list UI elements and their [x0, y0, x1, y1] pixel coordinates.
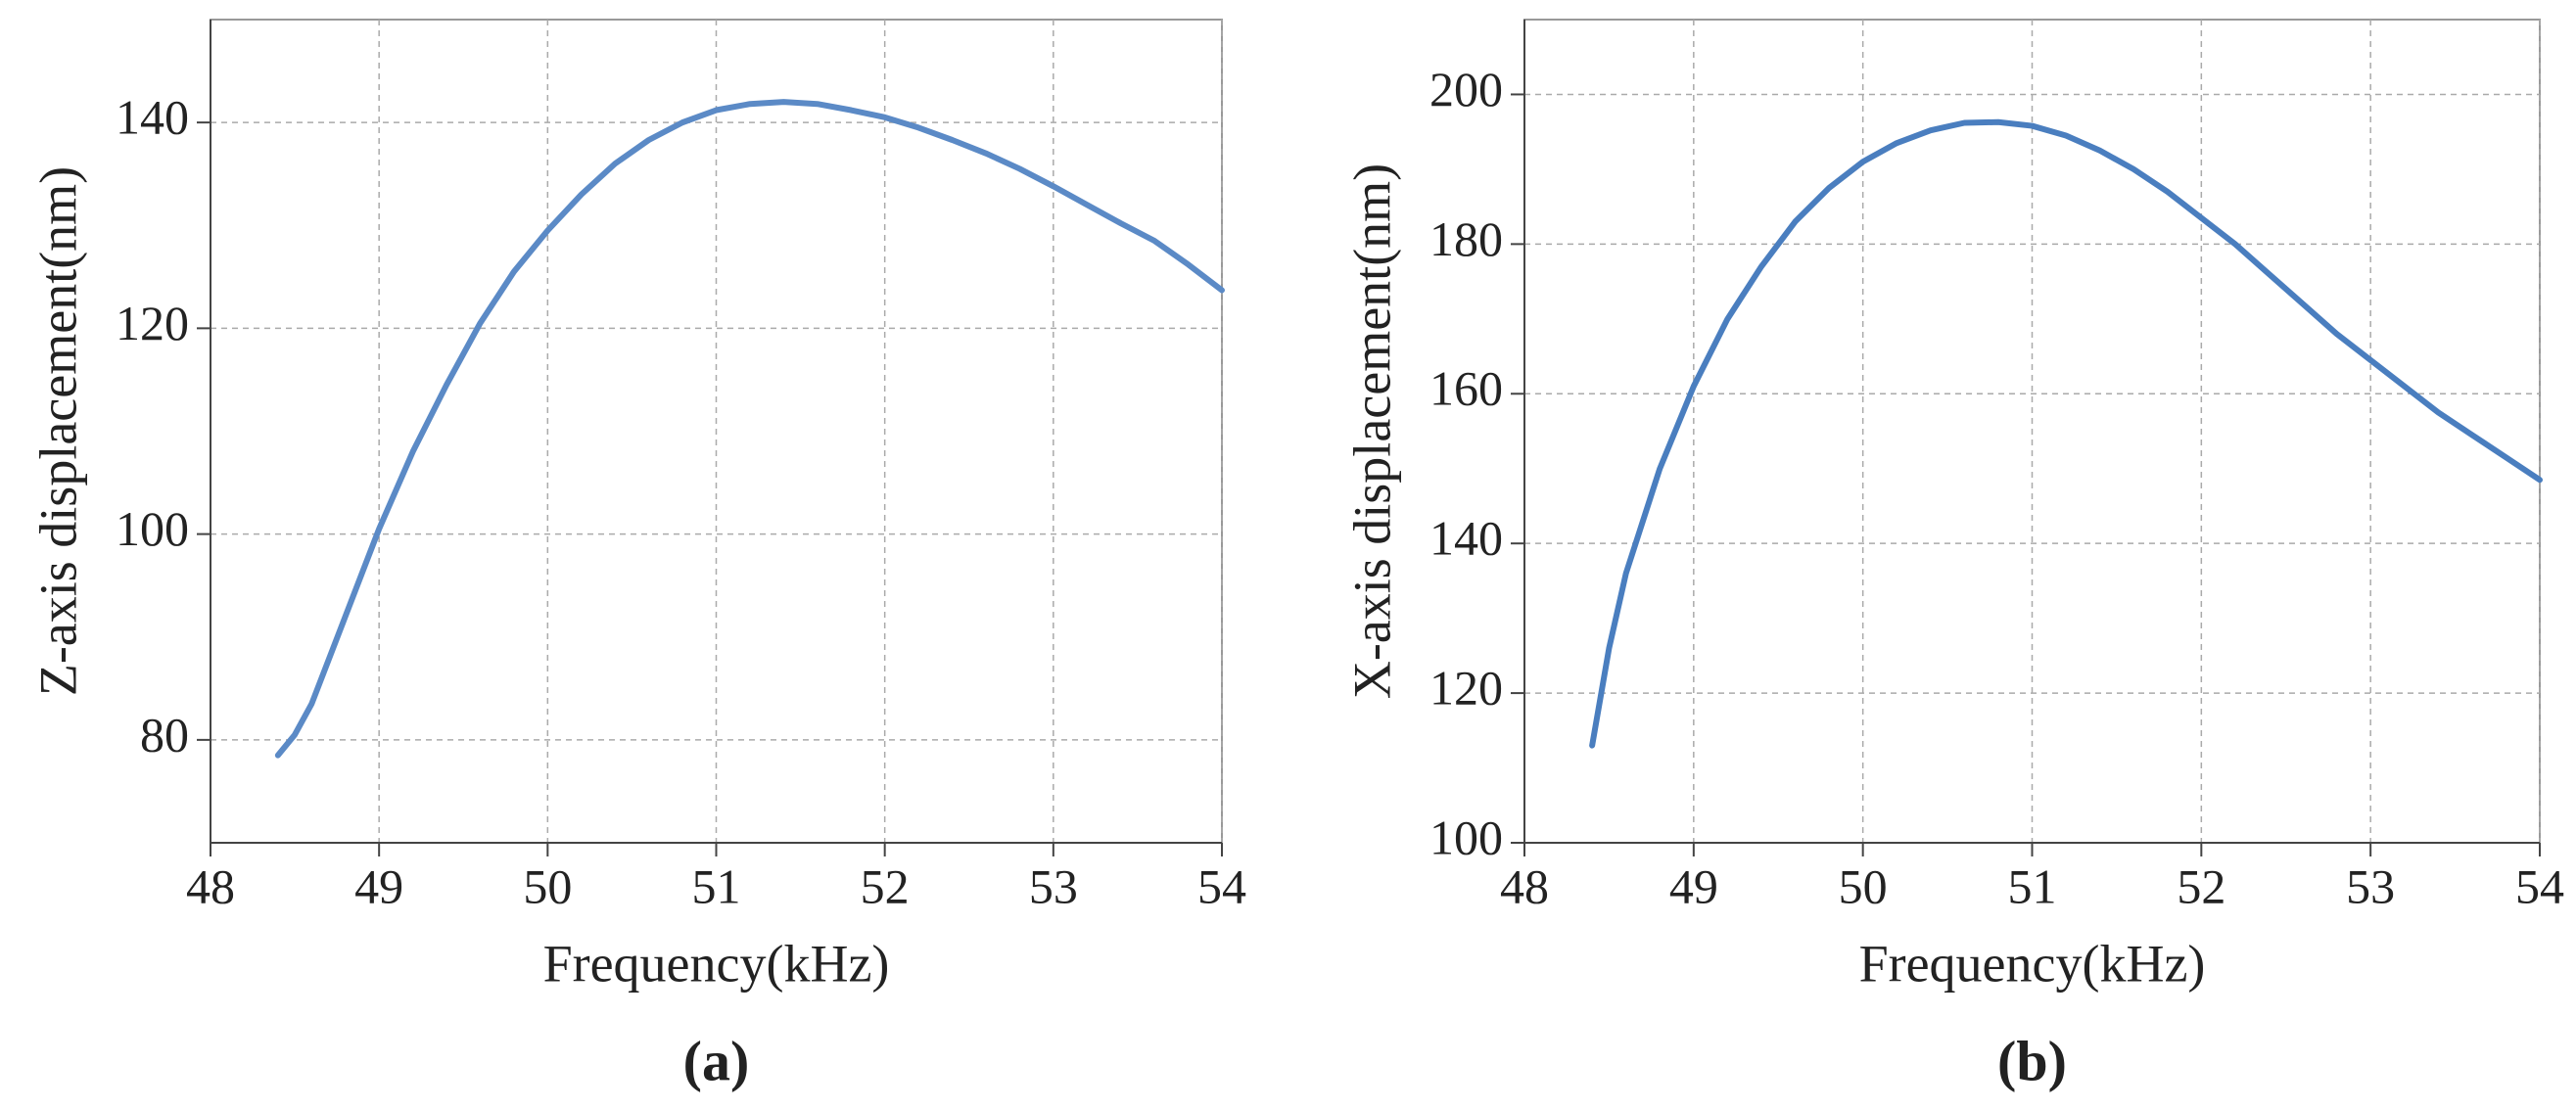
y-tick-label: 100 [116, 501, 189, 556]
data-line [1589, 118, 2543, 749]
x-tick-label: 51 [692, 858, 741, 913]
x-axis-label: Frequency(kHz) [543, 934, 890, 993]
x-tick-label: 50 [1839, 858, 1888, 913]
y-axis-label: Z-axis displacement(nm) [28, 166, 87, 696]
x-tick-label: 52 [2177, 858, 2225, 913]
panel-label: (a) [683, 1029, 750, 1092]
x-axis-label: Frequency(kHz) [1859, 934, 2206, 993]
y-tick-label: 120 [116, 296, 189, 350]
y-tick-label: 140 [1429, 511, 1503, 566]
data-line [274, 99, 1225, 759]
x-tick-label: 52 [861, 858, 910, 913]
x-tick-label: 54 [1197, 858, 1246, 913]
x-tick-label: 49 [354, 858, 403, 913]
x-tick-label: 48 [1500, 858, 1549, 913]
y-tick-label: 160 [1429, 361, 1503, 416]
x-tick-label: 53 [1029, 858, 1078, 913]
y-tick-label: 180 [1429, 211, 1503, 266]
y-tick-label: 120 [1429, 661, 1503, 716]
y-tick-label: 200 [1429, 62, 1503, 116]
y-tick-label: 100 [1429, 809, 1503, 864]
y-tick-label: 140 [116, 90, 189, 145]
x-tick-label: 48 [186, 858, 235, 913]
y-axis-label: X-axis displacement(nm) [1342, 163, 1401, 699]
x-tick-label: 53 [2346, 858, 2395, 913]
x-tick-label: 49 [1669, 858, 1718, 913]
panel-label: (b) [1997, 1029, 2067, 1092]
y-tick-label: 80 [140, 707, 189, 762]
x-tick-label: 51 [2008, 858, 2057, 913]
x-tick-label: 54 [2515, 858, 2564, 913]
x-tick-label: 50 [523, 858, 572, 913]
